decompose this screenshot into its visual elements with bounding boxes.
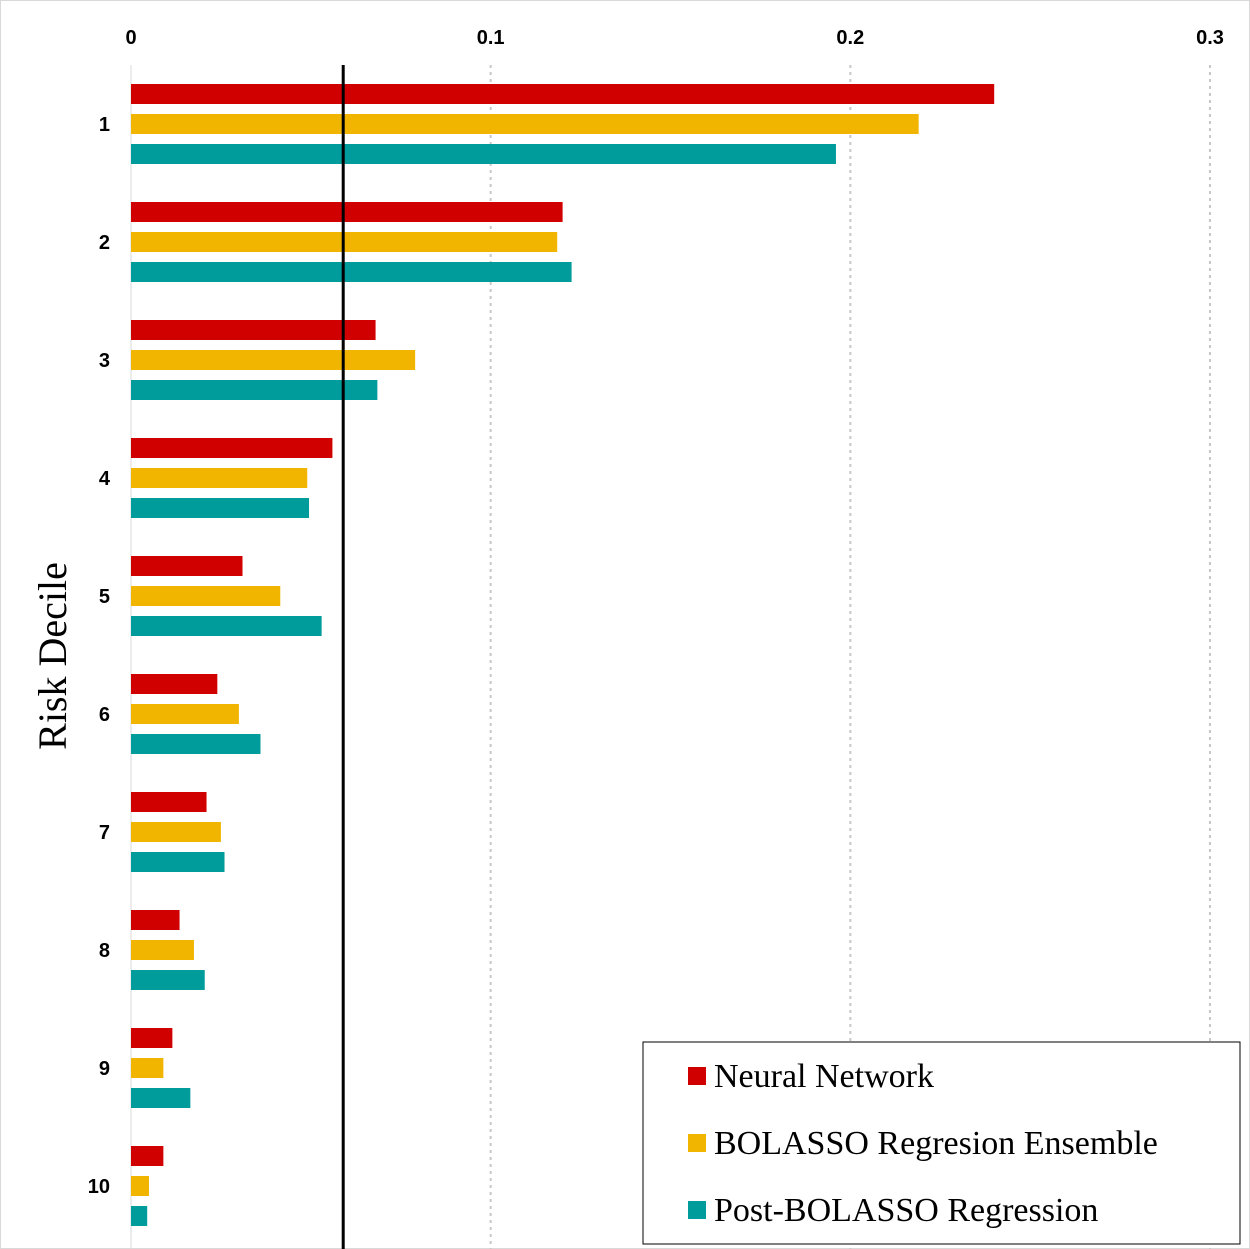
legend-swatch	[688, 1201, 706, 1219]
y-tick-label: 8	[99, 940, 110, 962]
legend: Neural Network BOLASSO Regresion Ensemble…	[642, 1041, 1241, 1245]
y-tick-label: 1	[99, 114, 110, 136]
bar	[131, 1176, 149, 1196]
bar	[131, 114, 919, 134]
x-tick-label: 0.1	[477, 27, 505, 49]
bar	[131, 822, 221, 842]
bar	[131, 674, 218, 694]
bar	[131, 616, 322, 636]
y-tick-label: 6	[99, 704, 110, 726]
y-axis-label: Risk Decile	[30, 562, 75, 750]
bar	[131, 1206, 148, 1226]
bar	[131, 586, 281, 606]
y-tick-label: 9	[99, 1058, 110, 1080]
bar	[131, 734, 261, 754]
y-tick-label: 3	[99, 350, 110, 372]
bar	[131, 556, 243, 576]
y-tick-label: 10	[88, 1176, 110, 1198]
legend-swatch	[688, 1134, 706, 1152]
legend-label: Post-BOLASSO Regression	[714, 1192, 1098, 1229]
bar	[131, 350, 416, 370]
bar	[131, 1146, 164, 1166]
legend-label: Neural Network	[714, 1058, 934, 1095]
bar	[131, 970, 205, 990]
legend-box	[642, 1041, 1241, 1245]
bar	[131, 498, 310, 518]
bar	[131, 1028, 173, 1048]
x-tick-label: 0	[125, 27, 136, 49]
bar	[131, 262, 572, 282]
bar	[131, 202, 563, 222]
bar	[131, 940, 194, 960]
bar	[131, 84, 995, 104]
bar	[131, 438, 333, 458]
bar	[131, 910, 180, 930]
bar	[131, 852, 225, 872]
bar	[131, 1088, 191, 1108]
y-tick-label: 4	[99, 468, 111, 490]
y-tick-label: 7	[99, 822, 110, 844]
legend-swatch	[688, 1067, 706, 1085]
bar	[131, 320, 376, 340]
y-tick-label: 2	[99, 232, 110, 254]
x-tick-label: 0.3	[1196, 27, 1224, 49]
bar	[131, 704, 239, 724]
legend-label: BOLASSO Regresion Ensemble	[714, 1125, 1158, 1162]
bar	[131, 792, 207, 812]
bar	[131, 468, 308, 488]
bar	[131, 380, 378, 400]
tick-layer: 0 0.1 0.2 0.3 1 2 3 4 5 6 7 8 9 10	[88, 27, 1224, 1198]
bar	[131, 144, 836, 164]
y-tick-label: 5	[99, 586, 110, 608]
bar	[131, 1058, 164, 1078]
x-tick-label: 0.2	[836, 27, 864, 49]
